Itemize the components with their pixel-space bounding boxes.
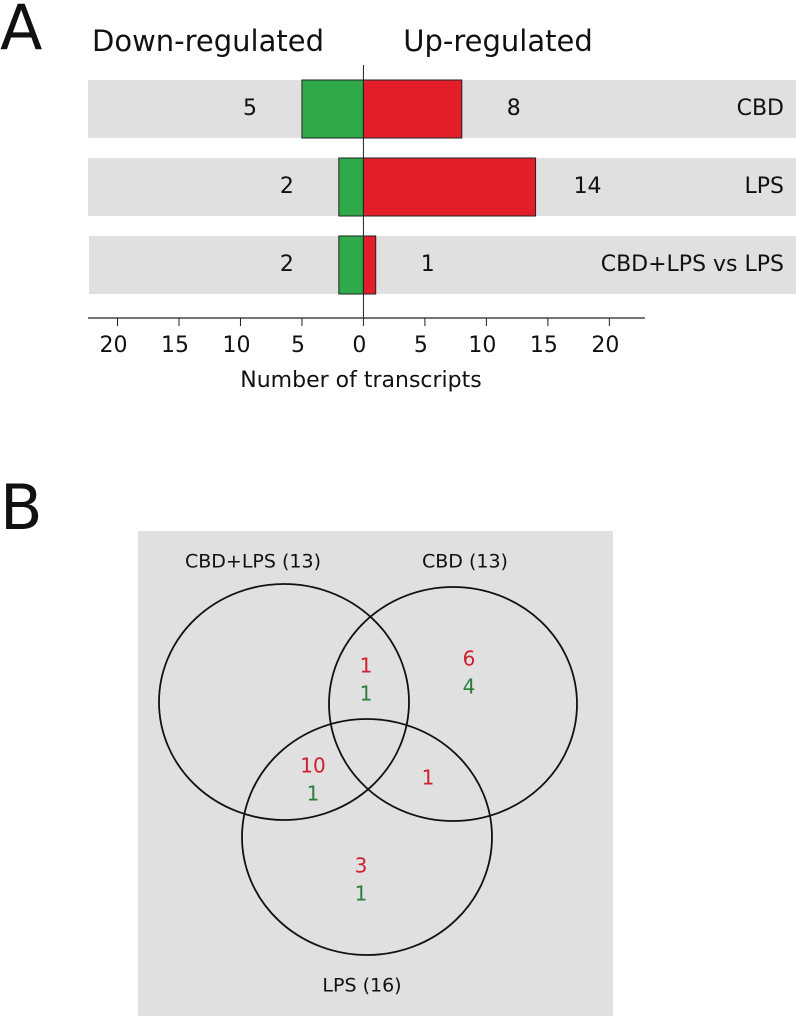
bar [338,235,364,295]
set-label: CBD+LPS (13) [185,551,321,573]
x-tick-label: 15 [530,333,558,358]
up-count: 1 [422,766,435,790]
legend-label: Up-regulated [403,24,592,58]
value-label: 5 [243,96,257,121]
up-count: 10 [300,754,325,778]
x-tick-label: 10 [468,333,496,358]
bar [362,235,377,295]
bar [301,79,364,139]
down-count: 1 [360,682,373,706]
venn-circle [328,586,578,822]
category-label: CBD+LPS vs LPS [601,252,784,277]
down-count: 4 [463,675,476,699]
value-label: 2 [280,252,294,277]
x-tick-label: 5 [414,333,428,358]
x-tick-label: 20 [591,333,619,358]
row-band [89,236,796,294]
x-tick-label: 0 [352,333,366,358]
value-label: 14 [574,174,602,199]
category-label: CBD [737,96,784,121]
venn-circle [241,718,493,956]
down-count: 1 [355,882,368,906]
bar [362,79,463,139]
category-label: LPS [745,174,785,199]
panel-label: A [0,0,42,64]
value-label: 8 [507,96,521,121]
legend-label: Down-regulated [92,24,324,58]
value-label: 1 [421,252,435,277]
up-count: 6 [463,647,476,671]
up-count: 3 [355,854,368,878]
x-tick-label: 5 [291,333,305,358]
set-label: CBD (13) [422,551,508,573]
set-label: LPS (16) [322,975,401,997]
x-tick-label: 15 [161,333,189,358]
x-tick-label: 20 [100,333,128,358]
venn-background [138,531,613,1016]
bar [338,157,364,217]
up-count: 1 [360,654,373,678]
bar [362,157,537,217]
panel-label: B [0,471,43,544]
value-label: 2 [280,174,294,199]
down-count: 1 [307,782,320,806]
venn-circle [158,583,410,821]
x-tick-label: 10 [222,333,250,358]
x-axis-title: Number of transcripts [240,368,481,393]
